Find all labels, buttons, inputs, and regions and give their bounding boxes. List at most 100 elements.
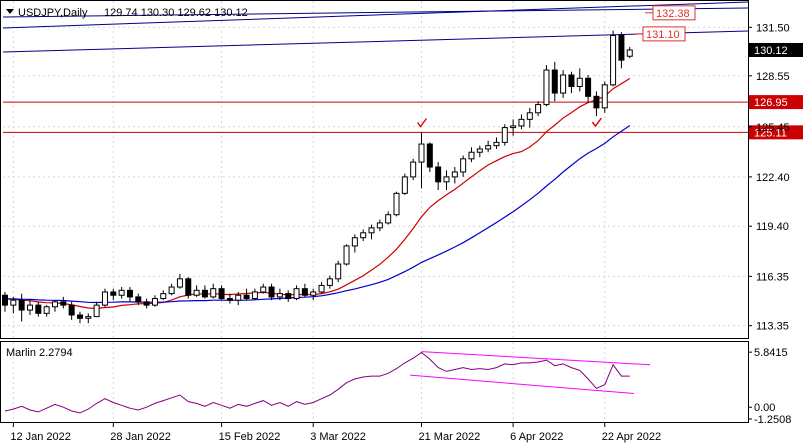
candle[interactable] (376, 219, 383, 232)
candle[interactable] (385, 211, 392, 225)
candle[interactable] (276, 288, 283, 301)
candle[interactable] (526, 107, 533, 128)
candle[interactable] (18, 293, 25, 322)
candle[interactable] (568, 71, 575, 94)
candle[interactable] (518, 114, 525, 130)
candle[interactable] (551, 61, 558, 102)
candle[interactable] (51, 300, 58, 312)
candle[interactable] (510, 119, 517, 136)
ma-blue-line (5, 125, 631, 304)
candle[interactable] (418, 132, 425, 189)
candle[interactable] (335, 260, 342, 283)
candle[interactable] (126, 287, 133, 302)
candle[interactable] (251, 288, 258, 301)
candle[interactable] (210, 283, 217, 299)
candle[interactable] (610, 30, 617, 87)
candle[interactable] (368, 224, 375, 240)
candle[interactable] (485, 140, 492, 153)
candle-body (268, 286, 275, 298)
candlesticks[interactable] (2, 30, 633, 324)
candle[interactable] (185, 277, 192, 299)
oscillator-line (4, 351, 630, 414)
candle[interactable] (326, 275, 333, 289)
candle[interactable] (560, 70, 567, 98)
candle-body (351, 237, 358, 247)
candle[interactable] (160, 290, 167, 301)
time-label: 3 Mar 2022 (310, 431, 366, 443)
price-tick-label: 131.50 (756, 22, 790, 34)
candle[interactable] (476, 145, 483, 158)
candle-body (476, 148, 483, 153)
candle[interactable] (318, 282, 325, 294)
candle-body (568, 74, 575, 87)
candle[interactable] (401, 173, 408, 195)
candle[interactable] (93, 301, 100, 318)
candle[interactable] (535, 101, 542, 117)
candle[interactable] (193, 285, 200, 297)
candle-body (451, 171, 458, 178)
candle[interactable] (118, 287, 125, 299)
channel-line (2, 30, 749, 53)
horizontal-levels[interactable]: 132.38 131.10 126.95 125.11 (3, 5, 803, 140)
candle-body (301, 288, 308, 296)
candle[interactable] (26, 300, 33, 315)
candle[interactable] (301, 283, 308, 297)
candle[interactable] (76, 311, 83, 324)
candle[interactable] (243, 288, 250, 301)
candle-body (85, 316, 92, 319)
candle-body (43, 306, 50, 314)
candle[interactable] (260, 283, 267, 294)
candle[interactable] (10, 296, 17, 314)
candle[interactable] (451, 167, 458, 184)
candle[interactable] (226, 293, 233, 304)
candle[interactable] (293, 285, 300, 301)
candle[interactable] (468, 147, 475, 163)
candle[interactable] (310, 288, 317, 301)
level-price-tag (749, 95, 803, 110)
candle[interactable] (626, 47, 633, 59)
candle[interactable] (585, 74, 592, 103)
symbol-header[interactable]: USDJPY,Daily 129.74 130.30 129.62 130.12 (6, 7, 248, 19)
candle[interactable] (576, 68, 583, 92)
candle[interactable] (60, 296, 67, 309)
candle[interactable] (460, 155, 467, 177)
candle[interactable] (2, 291, 8, 312)
candle[interactable] (268, 283, 275, 301)
time-label: 15 Feb 2022 (219, 431, 281, 443)
candle[interactable] (43, 305, 50, 317)
candle[interactable] (593, 91, 600, 117)
candle[interactable] (601, 81, 608, 113)
candle[interactable] (343, 244, 350, 266)
candle[interactable] (68, 301, 75, 320)
candle[interactable] (285, 290, 292, 302)
candle[interactable] (443, 170, 450, 191)
candle[interactable] (351, 234, 358, 253)
candle[interactable] (435, 162, 442, 191)
candle-body (426, 143, 433, 168)
candle[interactable] (168, 283, 175, 296)
candle[interactable] (235, 291, 242, 306)
candle[interactable] (543, 65, 550, 107)
candle[interactable] (35, 301, 42, 317)
candle[interactable] (151, 295, 158, 307)
price-tick-label: 116.35 (756, 271, 789, 283)
candle[interactable] (618, 32, 625, 69)
dropdown-triangle-icon[interactable] (6, 9, 14, 14)
candle[interactable] (143, 298, 150, 309)
candle[interactable] (410, 158, 417, 181)
candle-body (201, 289, 208, 298)
osc-tick-label: -1.2508 (754, 414, 791, 426)
candle[interactable] (501, 124, 508, 146)
candle[interactable] (426, 142, 433, 172)
candle[interactable] (201, 285, 208, 299)
candle[interactable] (218, 285, 225, 301)
candle[interactable] (393, 191, 400, 217)
candle[interactable] (85, 313, 92, 324)
candle[interactable] (110, 288, 117, 301)
candle[interactable] (176, 273, 183, 289)
candle[interactable] (493, 137, 500, 149)
candle[interactable] (360, 229, 367, 242)
candle[interactable] (101, 288, 108, 307)
candle[interactable] (135, 293, 142, 306)
